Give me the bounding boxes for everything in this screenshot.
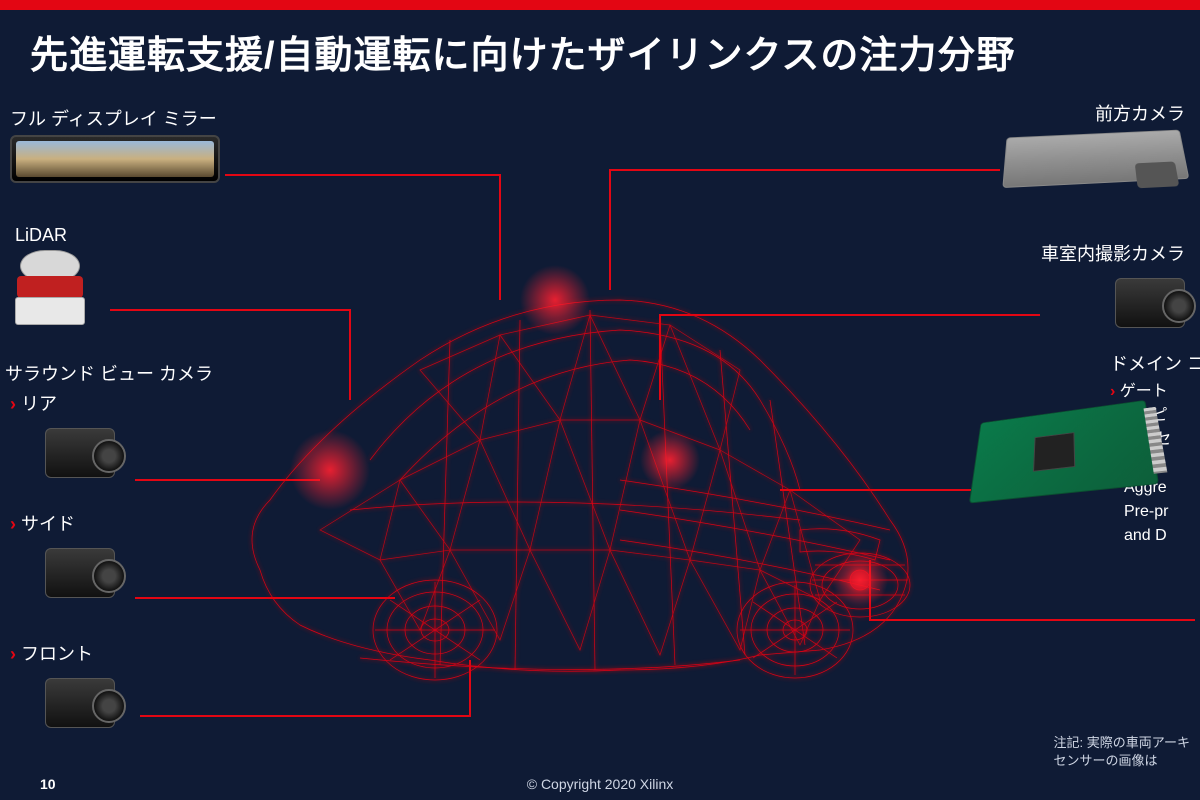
callout-surround-side: サイド	[10, 510, 115, 598]
copyright: © Copyright 2020 Xilinx	[527, 776, 674, 792]
front-camera-icon	[1002, 130, 1189, 188]
callout-surround-front: フロント	[10, 640, 115, 728]
page-number: 10	[40, 776, 56, 792]
label-rear: リア	[10, 390, 115, 416]
callout-display-mirror: フル ディスプレイ ミラー	[10, 105, 220, 183]
callout-surround: サラウンド ビュー カメラ	[5, 360, 213, 386]
lidar-icon	[15, 250, 85, 325]
callout-front-camera: 前方カメラ	[1005, 100, 1185, 185]
pcb-icon	[970, 400, 1150, 500]
label-front-camera: 前方カメラ	[1095, 100, 1185, 126]
slide-title: 先進運転支援/自動運転に向けたザイリンクスの注力分野	[30, 24, 1180, 79]
label-front: フロント	[10, 640, 115, 666]
label-cabin-camera: 車室内撮影カメラ	[1041, 240, 1185, 266]
car-wireframe	[200, 230, 940, 700]
camera-rear-icon	[45, 428, 115, 478]
callout-lidar: LiDAR	[15, 225, 85, 325]
accent-top-bar	[0, 0, 1200, 10]
label-lidar: LiDAR	[15, 225, 85, 246]
footnote: 注記: 実際の車両アーキ センサーの画像は	[1054, 734, 1190, 770]
callout-surround-rear: リア	[10, 390, 115, 478]
display-mirror-icon	[10, 135, 220, 183]
cabin-camera-icon	[1115, 278, 1185, 328]
label-side: サイド	[10, 510, 115, 536]
label-surround: サラウンド ビュー カメラ	[5, 360, 213, 386]
label-display-mirror: フル ディスプレイ ミラー	[10, 105, 220, 131]
callout-cabin-camera: 車室内撮影カメラ	[1041, 240, 1185, 328]
camera-side-icon	[45, 548, 115, 598]
camera-front-icon	[45, 678, 115, 728]
label-domain: ドメイン コ	[1110, 350, 1200, 376]
